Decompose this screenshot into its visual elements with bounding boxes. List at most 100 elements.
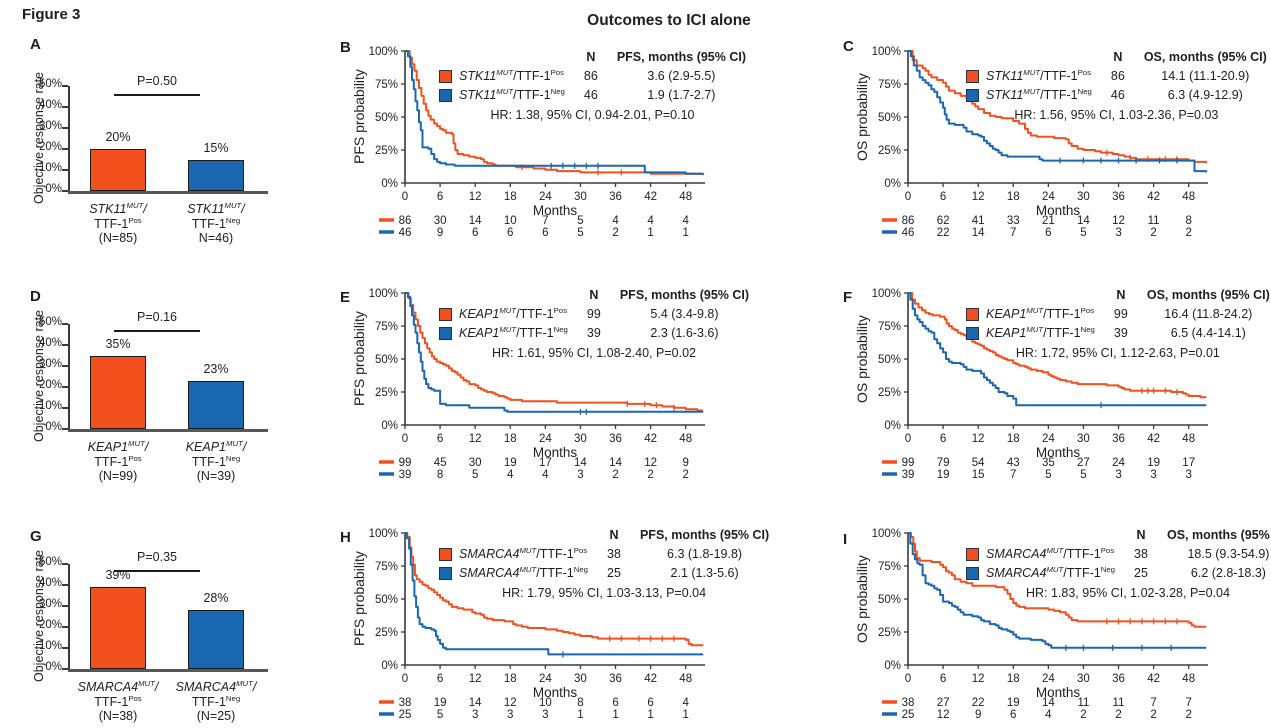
p-value-label: P=0.16 — [137, 310, 177, 324]
y-tick-label: 50% — [878, 112, 901, 124]
at-risk-count: 3 — [472, 709, 478, 721]
legend-stat-header: PFS, months (95% CI) — [619, 288, 750, 302]
y-tick-label: 50% — [375, 354, 398, 366]
y-tick-label: 25% — [375, 387, 398, 399]
x-tick-label: 12 — [469, 433, 482, 445]
series-n: 46 — [583, 88, 598, 102]
panel-letter-e: E — [340, 289, 351, 306]
at-risk-count: 12 — [504, 697, 517, 709]
km-curve-neg — [405, 532, 704, 656]
y-tick-label: 40% — [38, 577, 62, 589]
series-swatch-neg — [966, 566, 979, 580]
legend-n-header: N — [589, 288, 599, 302]
x-axis-title: Months — [533, 685, 578, 700]
at-risk-count: 27 — [937, 697, 950, 709]
at-risk-count: 12 — [644, 457, 657, 469]
legend-stat-header: PFS, months (95% CI) — [616, 50, 747, 64]
panel-letter-c: C — [843, 38, 854, 55]
y-tick-label: 30% — [38, 598, 62, 610]
at-risk-count: 2 — [612, 227, 618, 239]
at-risk-count: 5 — [472, 469, 478, 481]
y-tick-label: 40% — [38, 99, 62, 111]
x-tick-label: 30 — [1077, 433, 1090, 445]
bar-label-neg: STK11MUT/ TTF-1Neg N=46) — [154, 201, 278, 246]
y-tick — [62, 563, 68, 565]
x-tick-label: 48 — [1182, 433, 1195, 445]
x-tick-label: 6 — [940, 191, 946, 203]
at-risk-count: 8 — [1185, 215, 1191, 227]
y-tick-label: 25% — [878, 145, 901, 157]
hazard-ratio-text: HR: 1.38, 95% CI, 0.94-2.01, P=0.10 — [490, 108, 695, 122]
series-n: 99 — [1113, 307, 1128, 321]
panel-letter-a: A — [30, 36, 41, 53]
x-tick-label: 42 — [1147, 673, 1160, 685]
y-axis-line — [68, 564, 70, 669]
y-tick-label: 20% — [38, 141, 62, 153]
at-risk-count: 4 — [507, 469, 514, 481]
x-axis-title: Months — [1036, 445, 1081, 460]
bar-label-pos: KEAP1MUT/ TTF-1Pos (N=99) — [56, 439, 180, 484]
x-axis-baseline — [68, 429, 268, 432]
at-risk-count: 3 — [542, 709, 548, 721]
x-tick-label: 24 — [1042, 673, 1055, 685]
x-tick-label: 18 — [1007, 673, 1020, 685]
y-tick-label: 40% — [38, 337, 62, 349]
legend-n-header: N — [1116, 288, 1126, 302]
y-tick — [62, 584, 68, 586]
figure-label: Figure 3 — [22, 6, 81, 23]
legend-series-pos: STK11MUT/TTF-1Pos — [966, 68, 1092, 84]
series-n: 86 — [1110, 69, 1125, 83]
x-tick-label: 36 — [1112, 673, 1125, 685]
at-risk-count: 6 — [542, 227, 548, 239]
at-risk-count: 54 — [972, 457, 985, 469]
bar-value-label: 15% — [203, 140, 229, 155]
x-axis-title: Months — [533, 203, 578, 218]
at-risk-count: 15 — [972, 469, 985, 481]
bar-label-pos: SMARCA4MUT/ TTF-1Pos (N=38) — [56, 679, 180, 724]
at-risk-count: 86 — [399, 215, 412, 227]
at-risk-count: 4 — [1045, 709, 1052, 721]
at-risk-count: 7 — [1010, 227, 1016, 239]
at-risk-count: 14 — [1042, 697, 1055, 709]
at-risk-count: 39 — [399, 469, 412, 481]
x-tick-label: 42 — [644, 673, 657, 685]
at-risk-count: 19 — [504, 457, 517, 469]
y-tick — [62, 148, 68, 150]
x-tick-label: 36 — [1112, 433, 1125, 445]
panel-letter-f: F — [843, 289, 853, 306]
km-curve-pos — [908, 532, 1207, 628]
legend-series-neg: SMARCA4MUT/TTF-1Neg — [439, 565, 588, 581]
at-risk-count: 46 — [902, 227, 915, 239]
y-tick-label: 50% — [878, 354, 901, 366]
y-tick-label: 25% — [878, 387, 901, 399]
x-axis-baseline — [68, 669, 268, 672]
series-n: 38 — [1134, 547, 1148, 561]
series-n: 39 — [586, 326, 601, 340]
at-risk-count: 79 — [937, 457, 950, 469]
n-count: (N=85) — [98, 231, 138, 245]
bar-neg — [188, 159, 244, 191]
at-risk-count: 24 — [1112, 457, 1125, 469]
at-risk-count: 4 — [647, 215, 654, 227]
x-tick-label: 6 — [437, 191, 443, 203]
y-tick-label: 0% — [884, 178, 901, 190]
at-risk-count: 10 — [504, 215, 517, 227]
series-stat: 3.6 (2.9-5.5) — [647, 69, 716, 83]
x-tick-label: 24 — [539, 673, 552, 685]
at-risk-count: 5 — [577, 227, 583, 239]
x-axis-title: Months — [1036, 685, 1081, 700]
bar-value-label: 28% — [203, 591, 229, 606]
at-risk-count: 5 — [1045, 469, 1051, 481]
y-tick-label: 10% — [38, 640, 62, 652]
legend-series-neg: STK11MUT/TTF-1Neg — [966, 87, 1092, 103]
legend-n-header: N — [1113, 50, 1123, 64]
n-count: (N=99) — [98, 469, 138, 483]
km-curve-neg — [908, 50, 1208, 173]
at-risk-count: 6 — [647, 697, 653, 709]
hazard-ratio-text: HR: 1.72, 95% CI, 1.12-2.63, P=0.01 — [1015, 346, 1220, 360]
at-risk-count: 5 — [437, 709, 443, 721]
x-tick-label: 24 — [1042, 191, 1055, 203]
km-legend: N PFS, months (95% CI) KEAP1MUT/TTF-1Pos… — [439, 287, 749, 361]
x-tick-label: 30 — [574, 673, 587, 685]
